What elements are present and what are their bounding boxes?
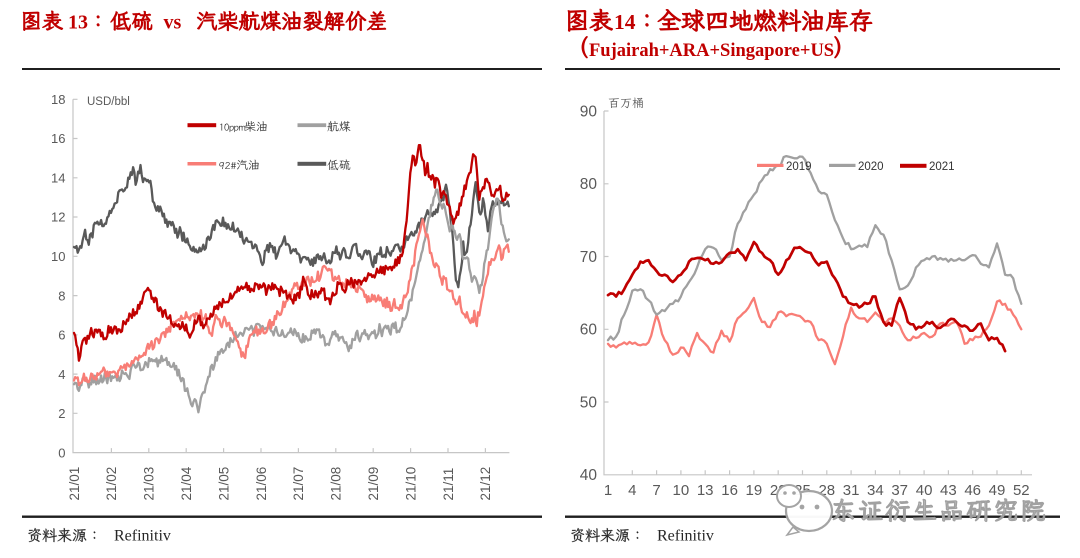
svg-text:43: 43 [940, 482, 957, 499]
svg-text:37: 37 [891, 482, 908, 499]
svg-text:13: 13 [697, 482, 714, 499]
svg-text:16: 16 [721, 482, 738, 499]
svg-text:52: 52 [1013, 482, 1030, 499]
svg-text:8: 8 [58, 288, 65, 303]
svg-text:70: 70 [580, 249, 598, 266]
svg-text:21/12: 21/12 [478, 467, 493, 501]
svg-text:21/01: 21/01 [67, 467, 82, 501]
svg-text:80: 80 [580, 176, 598, 193]
svg-text:21/10: 21/10 [403, 467, 418, 501]
svg-text:21/06: 21/06 [254, 467, 269, 501]
svg-text:1: 1 [604, 482, 612, 499]
svg-text:21/11: 21/11 [441, 468, 456, 501]
svg-text:60: 60 [580, 322, 598, 339]
svg-text:0: 0 [58, 445, 65, 460]
svg-text:10: 10 [673, 482, 690, 499]
svg-text:40: 40 [916, 482, 933, 499]
svg-text:6: 6 [58, 328, 65, 343]
svg-text:21/09: 21/09 [366, 467, 381, 501]
svg-text:16: 16 [51, 131, 65, 146]
svg-text:10: 10 [51, 249, 65, 264]
svg-text:34: 34 [867, 482, 884, 499]
svg-text:USD/bbl: USD/bbl [87, 96, 130, 108]
svg-text:2019: 2019 [786, 161, 812, 173]
svg-text:14: 14 [51, 171, 65, 186]
svg-text:46: 46 [964, 482, 981, 499]
svg-text:50: 50 [580, 394, 598, 411]
svg-text:12: 12 [51, 210, 65, 225]
svg-text:90: 90 [580, 103, 598, 120]
svg-text:Refinitiv: Refinitiv [657, 528, 714, 545]
svg-text:19: 19 [746, 482, 763, 499]
svg-text:21/03: 21/03 [142, 467, 157, 501]
svg-text:7: 7 [652, 482, 660, 499]
svg-text:18: 18 [51, 92, 65, 107]
svg-text:49: 49 [989, 482, 1006, 499]
svg-text:2: 2 [58, 406, 65, 421]
svg-text:2020: 2020 [858, 161, 884, 173]
svg-text:2021: 2021 [929, 161, 955, 173]
svg-text:31: 31 [843, 482, 860, 499]
svg-text:13: 13 [68, 12, 88, 34]
svg-text:4: 4 [58, 367, 65, 382]
svg-text:Refinitiv: Refinitiv [114, 528, 171, 545]
svg-text:21/08: 21/08 [329, 467, 344, 501]
svg-text:14: 14 [614, 10, 636, 34]
svg-text:21/05: 21/05 [216, 467, 231, 501]
svg-text:21/07: 21/07 [291, 467, 306, 501]
svg-text:21/02: 21/02 [104, 467, 119, 501]
svg-text:4: 4 [628, 482, 636, 499]
svg-text:21/04: 21/04 [179, 466, 194, 500]
svg-text:vs: vs [164, 12, 182, 34]
svg-text:40: 40 [580, 467, 598, 484]
svg-text:Fujairah+ARA+Singapore+US: Fujairah+ARA+Singapore+US [589, 41, 834, 61]
